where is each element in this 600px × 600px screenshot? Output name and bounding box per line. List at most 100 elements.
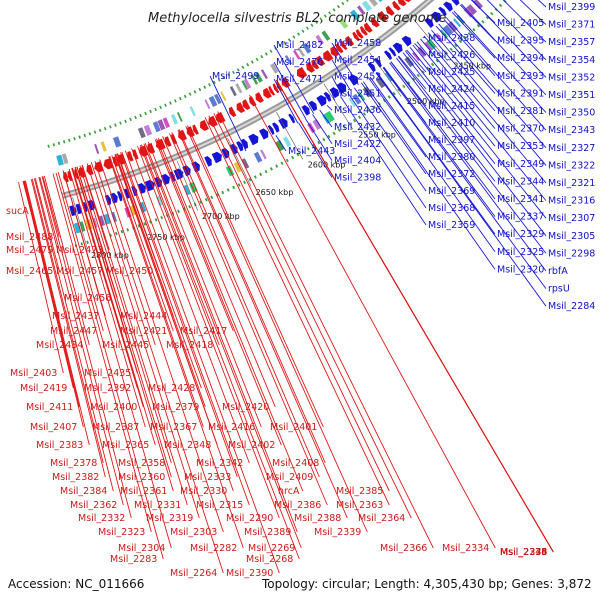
forward-cds-arrow (211, 151, 222, 164)
leader-line (486, 0, 547, 61)
reverse-cds-arrow (404, 0, 412, 3)
gene-label: hrcA (278, 486, 300, 497)
gene-label: Msil_2392 (84, 383, 131, 394)
tick-mark (177, 209, 180, 213)
leader-line (423, 35, 547, 184)
tick-mark (402, 84, 406, 89)
leader-line (397, 56, 496, 182)
tick-mark (193, 90, 197, 94)
gene-label: Msil_2290 (226, 513, 273, 524)
tick-mark (327, 134, 331, 139)
leader-line (23, 180, 84, 428)
forward-cds-arrow (137, 183, 146, 194)
leader-line (39, 176, 60, 251)
tick-mark (323, 14, 327, 18)
tick-mark (169, 101, 172, 105)
tick-mark (188, 205, 191, 209)
scale-tick (413, 18, 448, 61)
gene-label: Msil_2342 (196, 458, 243, 469)
tick-mark (199, 200, 203, 204)
reverse-cds-arrow (112, 156, 119, 167)
leader-line (90, 162, 224, 574)
tick-mark (188, 92, 192, 96)
tick-mark (411, 77, 416, 81)
gene-label: Msil_2405 (497, 18, 544, 29)
feature-band (338, 17, 349, 29)
feature-band (260, 149, 267, 160)
tick-mark (264, 169, 268, 174)
leader-line (204, 117, 390, 506)
leader-line (186, 125, 324, 428)
forward-cds-arrow (160, 173, 170, 186)
forward-cds-arrow (373, 57, 382, 68)
feature-band (357, 91, 366, 102)
feature-band (137, 127, 146, 139)
tick-mark (297, 32, 300, 36)
gene-label: Msil_2304 (118, 543, 165, 554)
tick-mark (237, 183, 241, 187)
gene-label: Msil_2264 (170, 568, 217, 579)
leader-line (52, 173, 152, 533)
tick-mark (232, 70, 235, 75)
tick-mark (210, 195, 214, 200)
feature-band (254, 72, 263, 83)
reverse-cds-arrow (103, 158, 114, 170)
tick-mark (52, 143, 55, 147)
tick-mark (314, 20, 318, 24)
gene-label: Msil_2360 (118, 472, 165, 483)
forward-cds-arrow (388, 47, 397, 57)
tick-mark (296, 152, 300, 157)
leader-line (414, 43, 427, 56)
leader-line (445, 17, 547, 131)
gene-label: Msil_2359 (428, 220, 475, 231)
gene-label: Msil_2386 (274, 500, 321, 511)
feature-band (235, 83, 243, 94)
gene-label: Msil_2389 (244, 527, 291, 538)
leader-line (273, 44, 315, 114)
leader-line (57, 171, 104, 332)
topology-summary: Topology: circular; Length: 4,305,430 bp… (261, 577, 592, 591)
tick-mark (283, 41, 287, 45)
tick-mark (342, 125, 346, 129)
forward-cds-arrow (267, 125, 275, 135)
gene-label: Msil_2458 (334, 38, 381, 49)
reverse-cds-arrow (200, 119, 209, 131)
tick-mark (120, 230, 124, 234)
gene-label: Msil_2350 (548, 108, 595, 119)
feature-band (361, 0, 372, 12)
tick-mark (312, 144, 316, 148)
gene-label: Msil_2384 (60, 486, 107, 497)
feature-band (102, 213, 112, 225)
kbp-label: 2500 kbp (407, 97, 445, 106)
leader-line (422, 36, 427, 39)
forward-cds-arrow (69, 205, 77, 217)
leader-line (55, 172, 164, 560)
gene-label: Msil_2363 (336, 500, 383, 511)
tick-mark (129, 117, 132, 122)
tick-mark (467, 32, 472, 36)
forward-cds-arrow (392, 42, 403, 54)
leader-line (139, 144, 300, 560)
tick-mark (280, 161, 284, 165)
kbp-label: 2450 kbp (453, 61, 491, 70)
leader-line (117, 153, 202, 389)
gene-label: Msil_2381 (497, 106, 544, 117)
tick-mark (124, 119, 127, 123)
feature-band (348, 97, 356, 108)
reverse-cds-arrow (339, 40, 348, 50)
feature-band (282, 136, 292, 148)
reverse-cds-arrow (164, 136, 172, 147)
leader-line (298, 122, 333, 178)
forward-cds-arrow (308, 100, 318, 112)
feature-band (73, 222, 81, 234)
reverse-cds-arrow (311, 59, 320, 70)
forward-cds-arrow (204, 156, 212, 167)
scale-tick (276, 112, 304, 160)
tick-mark (472, 28, 476, 32)
leader-line (108, 156, 244, 549)
tick-mark (372, 105, 377, 109)
tick-mark (275, 164, 279, 168)
leader-line (114, 154, 234, 492)
gene-label: Msil_2352 (548, 72, 595, 83)
leader-line (353, 87, 427, 192)
